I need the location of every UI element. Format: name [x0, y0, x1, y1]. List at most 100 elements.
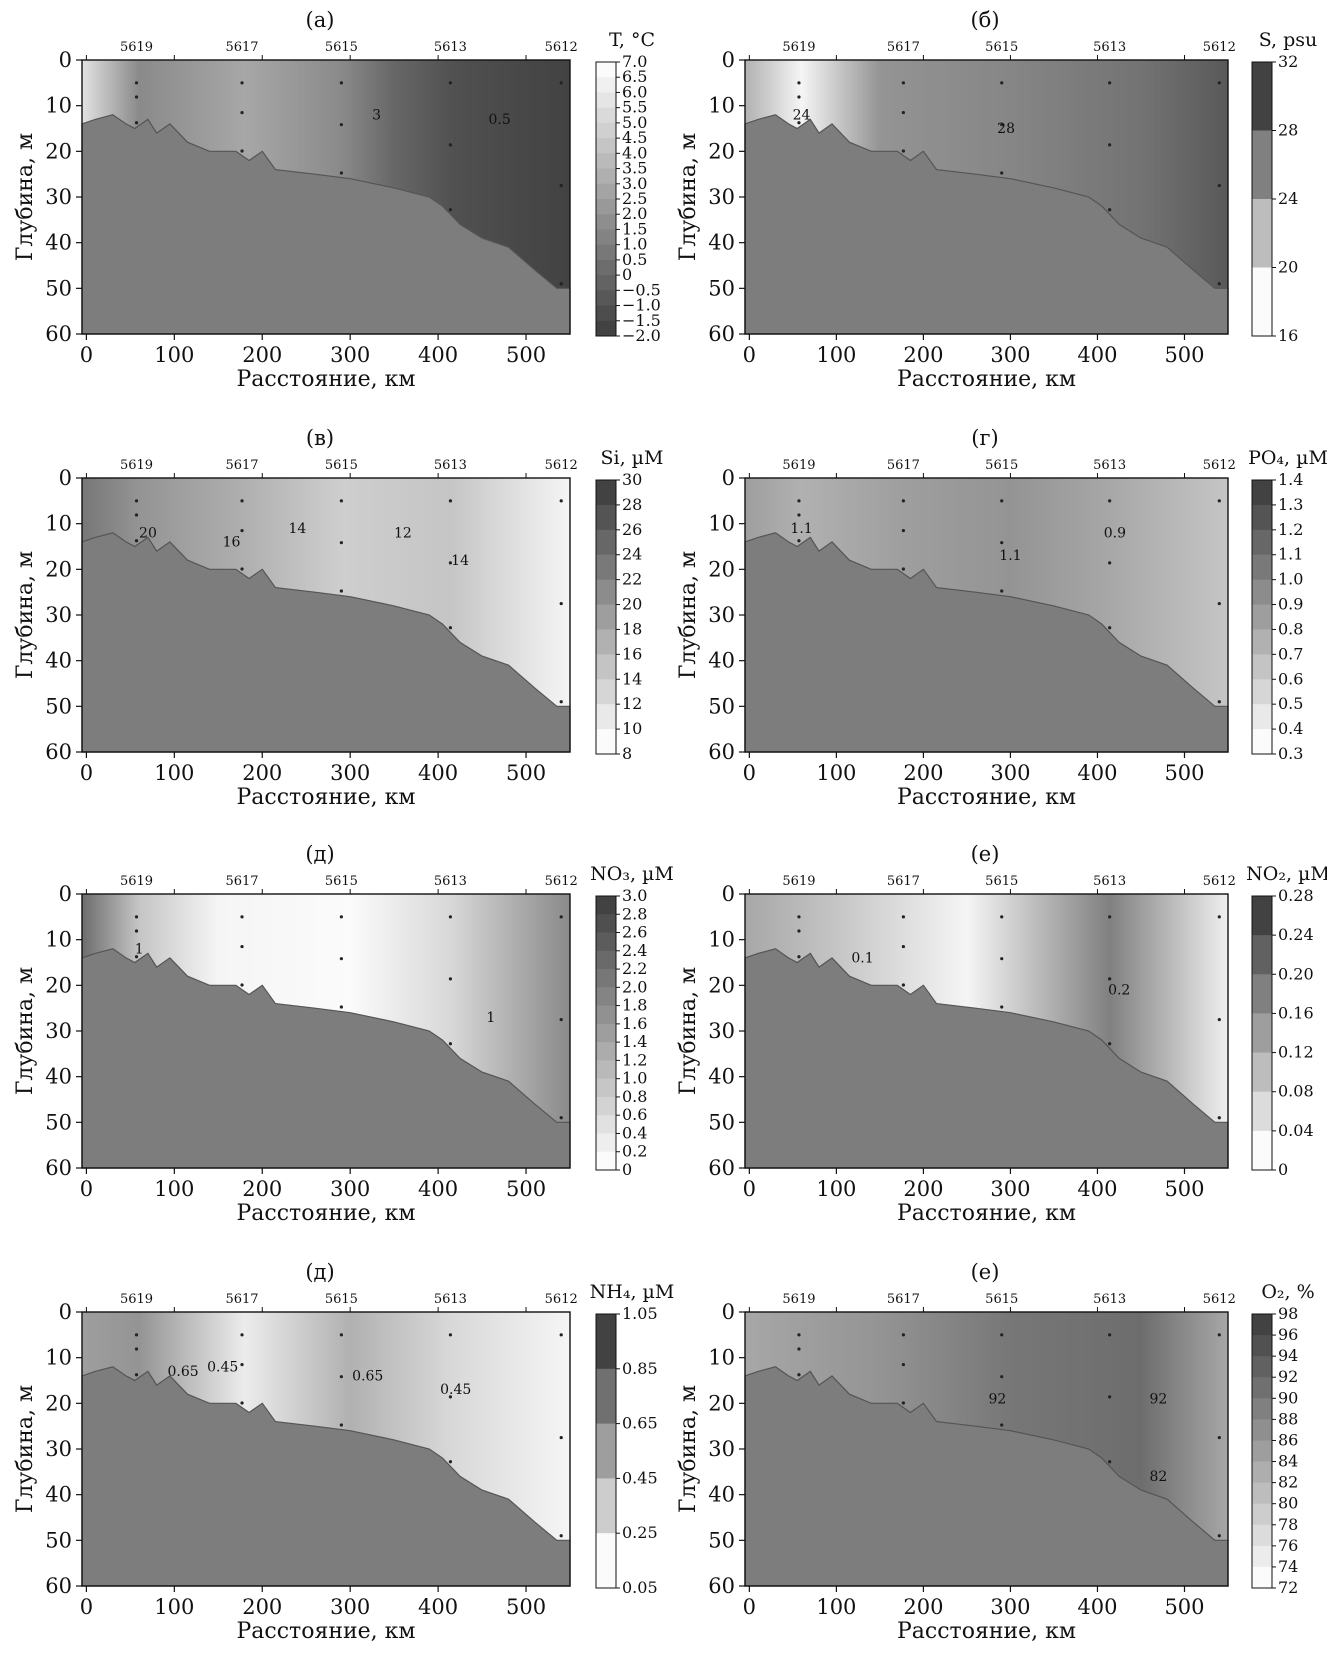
- contour-label: 1.1: [790, 521, 812, 537]
- colorbar-tick-label: 92: [1278, 1367, 1298, 1386]
- colorbar-swatch: [596, 679, 616, 705]
- colorbar-swatch: [1252, 199, 1272, 268]
- x-tick-label: 400: [1077, 343, 1117, 367]
- y-axis-label: Глубина, м: [676, 967, 701, 1095]
- colorbar-tick-label: 0.24: [1278, 925, 1314, 944]
- colorbar-swatch: [1252, 729, 1272, 755]
- station-label: 5617: [887, 40, 920, 55]
- x-tick-label: 500: [1164, 1177, 1204, 1201]
- contour-label: 3: [372, 107, 381, 123]
- sample-point: [1217, 601, 1221, 606]
- sample-point: [901, 983, 905, 987]
- panel-label: (а): [306, 8, 335, 32]
- x-tick-label: 400: [1077, 1177, 1117, 1201]
- colorbar-swatch: [596, 1005, 616, 1025]
- colorbar-tick-label: 94: [1278, 1346, 1298, 1365]
- x-tick-label: 200: [903, 343, 943, 367]
- x-tick-label: 0: [743, 1177, 756, 1201]
- station-label: 5619: [782, 458, 815, 473]
- colorbar-swatch: [1252, 1524, 1272, 1547]
- sample-point: [559, 601, 563, 606]
- colorbar-swatch: [596, 1133, 616, 1153]
- colorbar-swatch: [596, 229, 616, 246]
- x-tick-label: 500: [506, 343, 546, 367]
- y-tick-label: 0: [59, 466, 72, 490]
- colorbar-tick-label: 16: [1278, 326, 1298, 345]
- colorbar-swatch: [596, 290, 616, 307]
- x-tick-label: 200: [242, 1177, 282, 1201]
- sample-point: [339, 541, 343, 545]
- station-label: 5615: [325, 40, 358, 55]
- x-tick-label: 100: [816, 761, 856, 785]
- colorbar-tick-label: 6.0: [622, 82, 647, 101]
- sample-point: [240, 499, 244, 503]
- sample-point: [134, 81, 139, 85]
- y-tick-label: 10: [708, 512, 735, 536]
- x-tick-label: 400: [1077, 761, 1117, 785]
- sample-point: [797, 955, 801, 959]
- sample-point: [134, 499, 139, 503]
- colorbar-tick-label: 22: [622, 570, 642, 589]
- sample-point: [1000, 1005, 1004, 1009]
- station-label: 5613: [1093, 458, 1126, 473]
- sample-point: [339, 1375, 343, 1379]
- sample-point: [1108, 1042, 1112, 1046]
- station-label: 5612: [1203, 458, 1236, 473]
- sample-point: [559, 915, 563, 919]
- sample-point: [339, 589, 343, 593]
- colorbar-tick-label: 2.0: [622, 977, 647, 996]
- x-axis-label: Расстояние, км: [897, 1201, 1076, 1226]
- colorbar-tick-label: 8: [622, 744, 632, 763]
- colorbar-swatch: [1252, 896, 1272, 936]
- y-axis-label: Глубина, м: [13, 133, 38, 261]
- x-tick-label: 200: [903, 1177, 943, 1201]
- colorbar-tick-label: 0.6: [1278, 669, 1303, 688]
- station-label: 5619: [782, 874, 815, 889]
- colorbar-tick-label: 1.1: [1278, 545, 1303, 564]
- y-tick-label: 30: [45, 1019, 72, 1043]
- sample-point: [559, 81, 563, 85]
- contour-label: 82: [1149, 1469, 1167, 1485]
- x-tick-label: 400: [418, 1595, 458, 1619]
- colorbar-tick-label: 0.12: [1278, 1043, 1314, 1062]
- colorbar-swatch: [596, 138, 616, 154]
- station-label: 5615: [325, 874, 358, 889]
- colorbar-tick-label: 1.0: [1278, 570, 1303, 589]
- sample-point: [1108, 915, 1112, 919]
- sample-point: [240, 149, 244, 153]
- chart-panel: 0 100 200 300 400 500 0 10 20 30 40 50 60 Расстояние,…: [676, 842, 1327, 1226]
- sample-point: [448, 499, 453, 503]
- colorbar-tick-label: 96: [1278, 1325, 1298, 1344]
- x-tick-label: 200: [903, 761, 943, 785]
- sample-point: [797, 499, 801, 503]
- colorbar-swatch: [1252, 679, 1272, 705]
- colorbar-tick-label: 84: [1278, 1452, 1298, 1471]
- contour-label: 1: [135, 941, 144, 957]
- colorbar-tick-label: 0: [622, 1160, 632, 1179]
- x-tick-label: 100: [154, 1177, 194, 1201]
- y-tick-label: 0: [722, 48, 735, 72]
- x-tick-label: 200: [242, 343, 282, 367]
- sample-point: [339, 915, 343, 919]
- x-axis-label: Расстояние, км: [236, 1619, 415, 1644]
- sample-point: [797, 95, 801, 99]
- sample-point: [1217, 1435, 1221, 1440]
- colorbar-swatch: [596, 1368, 616, 1425]
- colorbar-swatch: [596, 969, 616, 988]
- colorbar-swatch: [596, 629, 616, 655]
- sample-point: [1108, 561, 1112, 565]
- colorbar-title: S, psu: [1259, 29, 1318, 51]
- colorbar-swatch: [596, 275, 616, 291]
- colorbar-tick-label: 1.6: [622, 1014, 647, 1033]
- x-tick-label: 0: [743, 761, 756, 785]
- sample-point: [134, 1347, 139, 1351]
- colorbar-swatch: [1252, 1566, 1272, 1589]
- colorbar-tick-label: 28: [1278, 121, 1298, 140]
- x-axis-label: Расстояние, км: [897, 1619, 1076, 1644]
- station-label: 5612: [1203, 40, 1236, 55]
- sample-point: [339, 81, 343, 85]
- y-tick-label: 30: [708, 1019, 735, 1043]
- sample-point: [1108, 1460, 1112, 1464]
- sample-point: [1000, 1423, 1004, 1427]
- colorbar-swatch: [596, 1151, 616, 1171]
